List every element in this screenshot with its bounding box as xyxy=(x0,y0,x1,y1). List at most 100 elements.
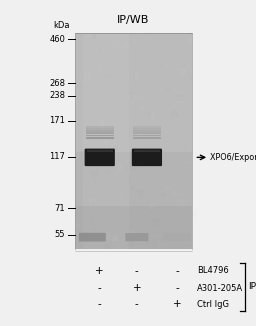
Bar xyxy=(86,135,114,136)
Bar xyxy=(106,49,110,52)
Text: -: - xyxy=(135,266,139,276)
Bar xyxy=(110,137,115,140)
Bar xyxy=(191,213,196,217)
Bar xyxy=(92,34,96,39)
Bar xyxy=(139,148,142,152)
Bar xyxy=(130,187,137,189)
Bar xyxy=(164,218,166,221)
Bar xyxy=(87,151,113,152)
Bar xyxy=(160,40,162,42)
Bar xyxy=(156,53,161,57)
Bar xyxy=(191,94,193,100)
Bar xyxy=(104,92,109,99)
Bar xyxy=(179,134,186,136)
Bar xyxy=(92,228,95,231)
Bar xyxy=(92,201,95,204)
Text: -: - xyxy=(175,266,179,276)
Bar xyxy=(86,128,114,130)
FancyBboxPatch shape xyxy=(125,233,148,241)
Bar xyxy=(75,206,192,249)
Bar xyxy=(75,223,80,229)
Bar xyxy=(155,96,157,98)
Bar xyxy=(133,130,161,132)
Bar xyxy=(133,128,161,130)
Text: +: + xyxy=(133,283,141,293)
Bar xyxy=(129,91,136,94)
Bar xyxy=(86,132,114,134)
Bar xyxy=(135,71,137,78)
Text: kDa: kDa xyxy=(53,21,70,30)
Bar xyxy=(155,152,159,158)
Bar xyxy=(104,169,111,175)
Bar xyxy=(184,197,189,200)
Bar xyxy=(115,45,121,48)
Bar xyxy=(75,69,81,75)
Bar xyxy=(166,186,170,189)
Bar xyxy=(158,62,166,67)
Text: Ctrl IgG: Ctrl IgG xyxy=(197,300,229,309)
Bar xyxy=(86,137,114,139)
Text: +: + xyxy=(95,266,104,276)
Bar xyxy=(187,123,191,126)
Bar xyxy=(90,213,92,215)
Bar xyxy=(153,31,158,38)
Bar xyxy=(76,85,82,89)
Bar xyxy=(184,78,188,80)
Bar xyxy=(113,146,118,150)
Bar xyxy=(134,151,160,152)
Bar xyxy=(79,34,84,36)
Bar xyxy=(120,192,124,199)
Bar xyxy=(190,75,192,80)
Bar xyxy=(132,100,134,107)
Bar xyxy=(157,143,158,145)
Bar xyxy=(149,203,156,209)
Bar xyxy=(84,73,90,81)
Text: XPO6/Exportin 6: XPO6/Exportin 6 xyxy=(210,153,256,162)
Bar xyxy=(99,47,101,51)
Bar xyxy=(121,235,122,237)
Bar xyxy=(176,164,181,168)
Bar xyxy=(106,144,107,152)
Bar xyxy=(132,38,137,43)
Bar xyxy=(146,158,150,162)
Text: -: - xyxy=(98,300,102,309)
Text: 55: 55 xyxy=(55,230,65,240)
Text: A301-205A: A301-205A xyxy=(197,284,243,293)
Bar xyxy=(131,167,137,170)
Bar xyxy=(140,231,142,233)
FancyBboxPatch shape xyxy=(85,149,115,166)
Bar xyxy=(141,105,145,110)
Bar xyxy=(82,33,129,249)
Bar xyxy=(179,68,186,75)
Bar xyxy=(133,137,161,139)
Bar xyxy=(135,96,141,100)
Bar xyxy=(142,211,149,213)
Bar xyxy=(111,189,113,196)
Bar xyxy=(171,111,178,117)
Text: -: - xyxy=(135,300,139,309)
Bar xyxy=(91,170,98,178)
Bar xyxy=(148,112,150,116)
Bar xyxy=(183,145,186,148)
Bar xyxy=(117,202,121,207)
Text: BL4796: BL4796 xyxy=(197,266,229,275)
Bar xyxy=(152,230,158,234)
Bar xyxy=(111,144,113,151)
Bar xyxy=(97,67,101,74)
Text: 171: 171 xyxy=(49,116,65,125)
Bar xyxy=(118,80,121,82)
Text: -: - xyxy=(175,283,179,293)
Bar xyxy=(104,244,110,249)
Bar xyxy=(113,239,115,242)
Bar xyxy=(179,101,186,103)
Text: +: + xyxy=(173,300,182,309)
Bar xyxy=(124,125,131,126)
Bar xyxy=(188,162,194,164)
Bar xyxy=(75,33,192,152)
FancyBboxPatch shape xyxy=(132,149,162,166)
FancyBboxPatch shape xyxy=(79,233,106,242)
Bar xyxy=(119,164,122,171)
Bar xyxy=(172,191,176,198)
Bar xyxy=(152,239,158,247)
Bar xyxy=(94,178,96,185)
